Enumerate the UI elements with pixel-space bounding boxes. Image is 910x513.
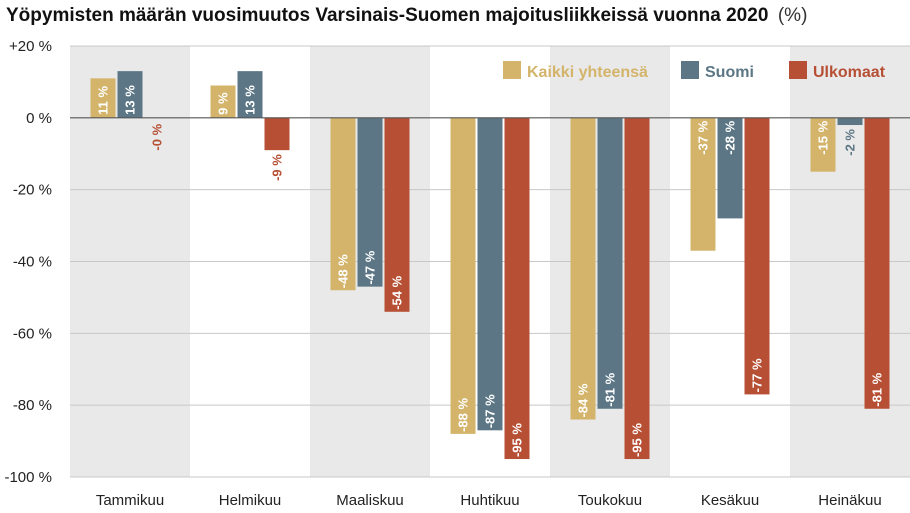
bar-kaikki-yhteensä-huhtikuu	[450, 117, 476, 434]
bar-ulkomaat-toukokuu	[624, 117, 650, 460]
data-label: -81 %	[603, 372, 618, 406]
chart-title: Yöpymisten määrän vuosimuutos Varsinais-…	[6, 5, 807, 26]
bar-kaikki-yhteensä-kesäkuu	[690, 117, 716, 251]
x-tick-label: Tammikuu	[96, 492, 164, 509]
data-label: -0 %	[150, 123, 165, 150]
x-tick-label: Helmikuu	[219, 492, 282, 509]
y-axis-labels: +20 % 0 % -20 % -40 % -60 % -80 % -100 %	[4, 38, 52, 486]
data-label: 9 %	[216, 92, 231, 115]
bar-ulkomaat-helmikuu	[264, 117, 290, 151]
bar-ulkomaat-huhtikuu	[504, 117, 530, 460]
legend-label: Kaikki yhteensä	[527, 64, 648, 81]
data-label: -88 %	[456, 397, 471, 431]
x-axis-labels: Tammikuu Helmikuu Maaliskuu Huhtikuu Toukoku…	[96, 492, 882, 509]
legend-swatch	[503, 61, 521, 79]
data-label: -81 %	[870, 372, 885, 406]
bar-kaikki-yhteensä-tammikuu	[90, 78, 116, 118]
data-label: -48 %	[336, 254, 351, 288]
y-tick-label: -20 %	[13, 182, 52, 199]
bar-suomi-helmikuu	[237, 71, 263, 118]
bar-suomi-huhtikuu	[477, 117, 503, 431]
bar-suomi-tammikuu	[117, 71, 143, 118]
bar-ulkomaat-kesäkuu	[744, 117, 770, 395]
bar-kaikki-yhteensä-toukokuu	[570, 117, 596, 420]
data-label: -9 %	[270, 154, 285, 181]
data-label: 13 %	[123, 85, 138, 115]
y-tick-label: -80 %	[13, 397, 52, 414]
data-label: -47 %	[363, 250, 378, 284]
y-tick-label: -60 %	[13, 325, 52, 342]
bars	[90, 71, 890, 460]
data-label: -77 %	[750, 358, 765, 392]
data-label: -95 %	[510, 423, 525, 457]
data-label: -87 %	[483, 394, 498, 428]
y-tick-label: -100 %	[4, 469, 52, 486]
legend: Kaikki yhteensä Suomi Ulkomaat	[503, 61, 886, 81]
data-labels: 11 % 13 % -0 % 9 % 13 % -9 % -48 % -47 % -54 % -8…	[96, 85, 885, 457]
x-tick-label: Toukokuu	[578, 492, 642, 509]
x-tick-label: Huhtikuu	[460, 492, 519, 509]
data-label: -54 %	[390, 275, 405, 309]
chart-title-main: Yöpymisten määrän vuosimuutos Varsinais-…	[6, 5, 768, 26]
y-tick-label: +20 %	[9, 38, 52, 55]
data-label: -15 %	[816, 120, 831, 154]
chart-title-unit: (%)	[778, 5, 808, 26]
data-label: 13 %	[243, 85, 258, 115]
x-tick-label: Kesäkuu	[701, 492, 759, 509]
legend-swatch	[789, 61, 807, 79]
data-label: -28 %	[723, 120, 738, 154]
data-label: -95 %	[630, 423, 645, 457]
bar-kaikki-yhteensä-heinäkuu	[810, 117, 836, 172]
bar-ulkomaat-maaliskuu	[384, 117, 410, 312]
bar-suomi-toukokuu	[597, 117, 623, 409]
data-label: -84 %	[576, 383, 591, 417]
x-tick-label: Heinäkuu	[818, 492, 881, 509]
bar-kaikki-yhteensä-helmikuu	[210, 85, 236, 118]
y-tick-label: -40 %	[13, 254, 52, 271]
bar-suomi-maaliskuu	[357, 117, 383, 287]
legend-label: Suomi	[705, 64, 754, 81]
data-label: 11 %	[96, 85, 111, 114]
legend-swatch	[681, 61, 699, 79]
y-tick-label: 0 %	[26, 110, 52, 127]
bar-suomi-heinäkuu	[837, 117, 863, 126]
data-label: -2 %	[843, 129, 858, 156]
bar-suomi-kesäkuu	[717, 117, 743, 219]
bar-kaikki-yhteensä-maaliskuu	[330, 117, 356, 291]
data-label: -37 %	[696, 120, 711, 154]
legend-label: Ulkomaat	[813, 64, 886, 81]
x-tick-label: Maaliskuu	[336, 492, 404, 509]
bar-ulkomaat-heinäkuu	[864, 117, 890, 409]
